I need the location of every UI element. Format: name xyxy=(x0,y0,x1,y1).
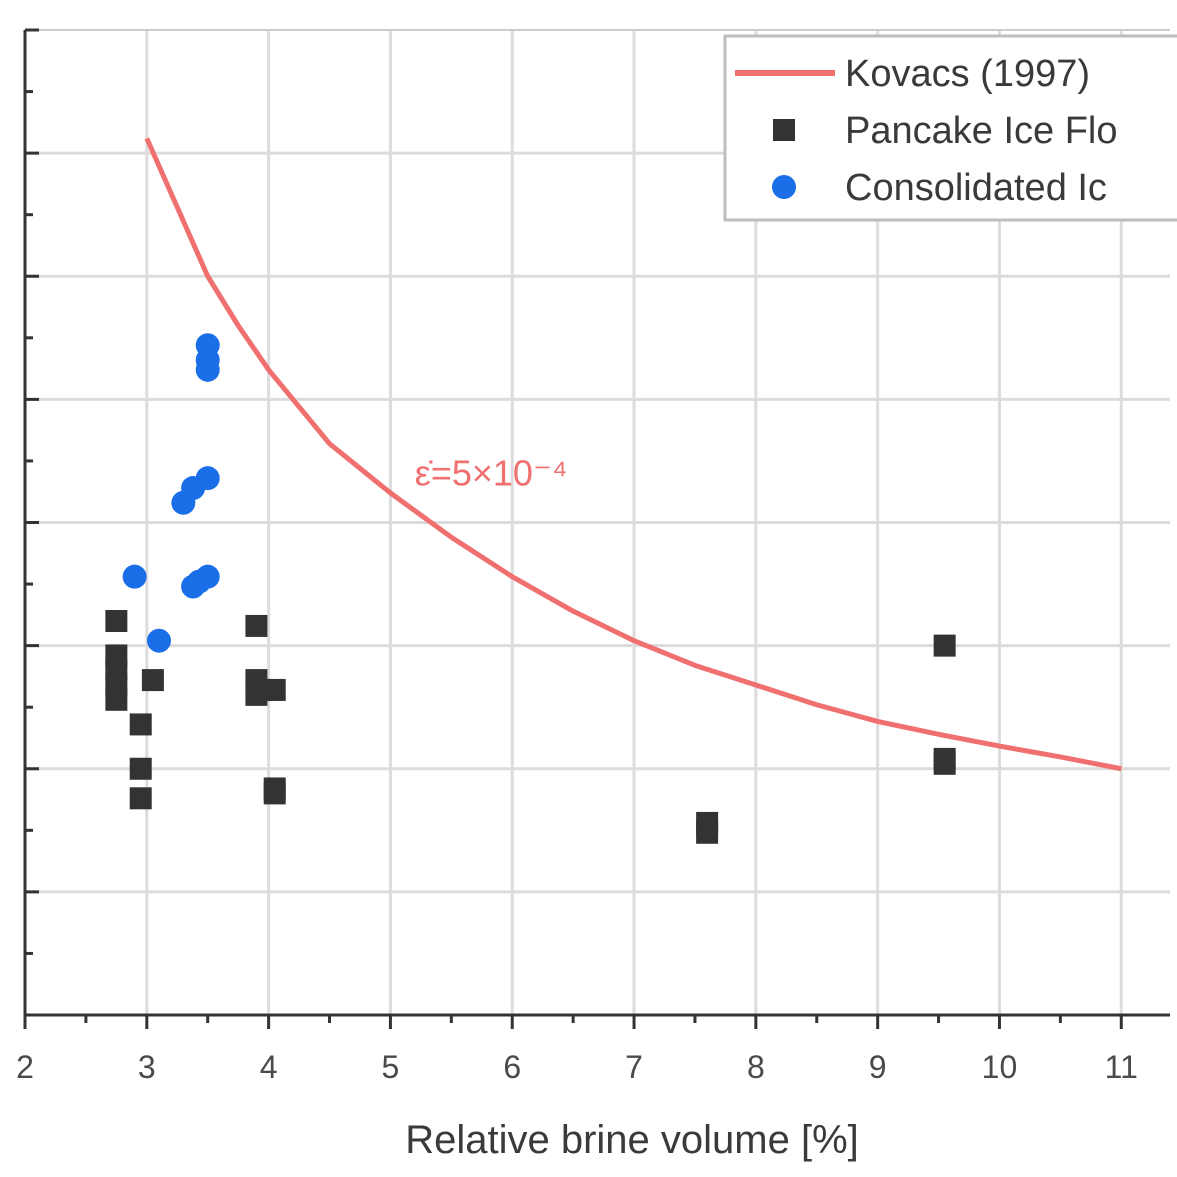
x-tick-label-10: 10 xyxy=(982,1049,1018,1085)
pancake-ice-point xyxy=(696,821,719,844)
x-tick-label-7: 7 xyxy=(625,1049,643,1085)
x-tick-label-11: 11 xyxy=(1105,1049,1138,1085)
strain-rate-annotation: ε̇=5×10⁻⁴ xyxy=(415,452,568,493)
x-axis-title: Relative brine volume [%] xyxy=(405,1118,859,1162)
legend-box xyxy=(723,34,1177,222)
x-tick-label-9: 9 xyxy=(869,1049,887,1085)
pancake-ice-point xyxy=(245,614,268,637)
pancake-ice-point xyxy=(263,782,286,805)
legend-label-consolidated: Consolidated Ic xyxy=(845,167,1107,209)
consolidated-ice-point xyxy=(181,476,206,501)
x-tick-label-8: 8 xyxy=(747,1049,765,1085)
pancake-ice-point xyxy=(933,634,956,657)
consolidated-ice-point xyxy=(195,564,220,589)
pancake-ice-point xyxy=(129,713,152,736)
x-tick-label-3: 3 xyxy=(138,1049,156,1085)
pancake-ice-point xyxy=(105,688,128,711)
consolidated-ice-point xyxy=(195,357,220,382)
consolidated-ice-point xyxy=(122,564,147,589)
pancake-ice-point xyxy=(141,669,164,692)
gridlines xyxy=(23,30,1170,1015)
series-line-kovacs xyxy=(144,137,1122,772)
pancake-ice-point xyxy=(129,787,152,810)
consolidated-ice-point xyxy=(146,628,171,653)
pancake-ice-point xyxy=(263,678,286,701)
pancake-ice-point xyxy=(129,757,152,780)
legend: Kovacs (1997) Pancake Ice Flo Consolidat… xyxy=(723,34,1177,222)
x-tick-label-5: 5 xyxy=(382,1049,400,1085)
series-layer xyxy=(105,137,1122,844)
legend-label-kovacs: Kovacs (1997) xyxy=(845,53,1090,95)
pancake-ice-point xyxy=(933,752,956,775)
x-tick-label-2: 2 xyxy=(16,1049,34,1085)
legend-swatch-consolidated xyxy=(772,175,796,199)
x-tick-label-6: 6 xyxy=(503,1049,521,1085)
x-tick-label-4: 4 xyxy=(260,1049,278,1085)
legend-swatch-pancake xyxy=(773,119,795,141)
legend-label-pancake: Pancake Ice Flo xyxy=(845,110,1117,152)
axes: 2 3 4 5 6 7 8 9 10 11 xyxy=(16,28,1170,1085)
pancake-ice-point xyxy=(105,610,128,632)
